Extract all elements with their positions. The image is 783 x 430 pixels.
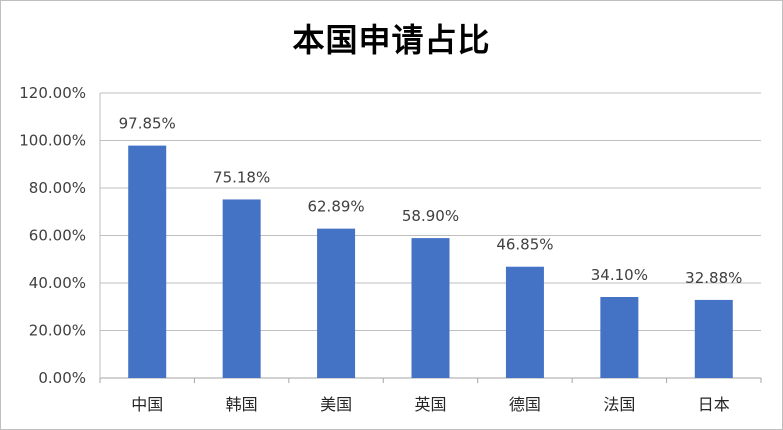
- chart-title: 本国申请占比: [292, 21, 491, 59]
- data-label: 58.90%: [402, 207, 459, 225]
- y-tick-label: 40.00%: [29, 274, 86, 292]
- x-tick-label: 日本: [698, 395, 730, 414]
- data-label: 75.18%: [213, 168, 270, 186]
- x-tick-label: 英国: [414, 395, 446, 414]
- bar: [600, 297, 639, 378]
- y-tick-label: 120.00%: [19, 84, 86, 102]
- y-tick-label: 0.00%: [38, 369, 86, 387]
- data-label: 97.85%: [119, 115, 176, 133]
- y-tick-label: 100.00%: [19, 132, 86, 150]
- x-tick-label: 德国: [509, 395, 541, 414]
- data-label: 32.88%: [685, 269, 742, 287]
- y-tick-label: 60.00%: [29, 227, 86, 245]
- bar: [694, 299, 733, 378]
- y-tick-label: 80.00%: [29, 179, 86, 197]
- bar: [128, 145, 167, 378]
- bar: [222, 199, 261, 378]
- data-label: 46.85%: [496, 236, 553, 254]
- x-tick-label: 中国: [131, 395, 163, 414]
- x-tick-label: 法国: [603, 395, 635, 414]
- data-label: 62.89%: [307, 198, 364, 216]
- x-tick-label: 美国: [320, 395, 352, 414]
- bar: [411, 238, 450, 378]
- y-tick-label: 20.00%: [29, 322, 86, 340]
- bar: [505, 266, 544, 378]
- x-tick-label: 韩国: [226, 395, 258, 414]
- data-label: 34.10%: [591, 266, 648, 284]
- bar: [317, 228, 356, 378]
